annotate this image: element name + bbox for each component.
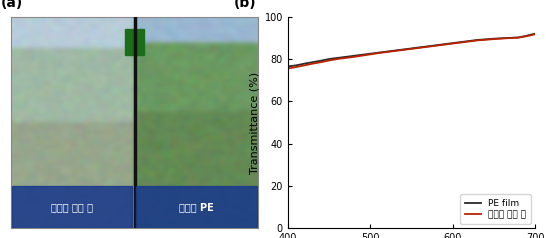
친수성 코팅 후 [474, 39, 480, 42]
PE film [301, 62, 307, 65]
PE film [466, 40, 472, 42]
친수성 코팅 후 [491, 38, 497, 40]
PE film [499, 37, 506, 40]
친수성 코팅 후 [334, 58, 341, 60]
PE film [524, 34, 530, 37]
Line: PE film: PE film [288, 34, 535, 66]
PE film [383, 50, 390, 53]
친수성 코팅 후 [391, 50, 398, 52]
친수성 코팅 후 [532, 33, 538, 36]
친수성 코팅 후 [499, 37, 506, 40]
친수성 코팅 후 [417, 46, 423, 49]
PE film [359, 53, 365, 56]
PE film [425, 45, 431, 48]
PE film [367, 52, 373, 55]
PE film [441, 43, 448, 46]
친수성 코팅 후 [326, 59, 333, 62]
PE film [342, 55, 349, 58]
PE film [532, 32, 538, 35]
친수성 코팅 후 [351, 55, 357, 58]
PE film [482, 38, 489, 41]
친수성 코팅 후 [524, 35, 530, 38]
PE film [474, 39, 480, 41]
친수성 코팅 후 [482, 38, 489, 41]
친수성 코팅 후 [449, 42, 456, 45]
PE film [408, 47, 415, 50]
PE film [417, 46, 423, 49]
PE film [309, 61, 316, 64]
PE film [507, 36, 514, 39]
PE film [284, 65, 291, 68]
친수성 코팅 후 [466, 40, 472, 43]
PE film [400, 48, 406, 51]
친수성 코팅 후 [515, 36, 522, 39]
PE film [391, 49, 398, 52]
친수성 코팅 후 [507, 37, 514, 40]
PE film [449, 42, 456, 45]
PE film [293, 64, 299, 67]
친수성 코팅 후 [367, 53, 373, 56]
PE film [351, 55, 357, 57]
친수성 코팅 후 [284, 67, 291, 70]
친수성 코팅 후 [433, 44, 440, 47]
Bar [124, 29, 145, 55]
PE film [334, 57, 341, 60]
PE film [433, 44, 440, 47]
Text: 친수성 코팅 후: 친수성 코팅 후 [51, 202, 93, 212]
Bar [12, 186, 132, 228]
PE film [318, 59, 324, 62]
친수성 코팅 후 [342, 57, 349, 60]
친수성 코팅 후 [408, 47, 415, 50]
PE film [326, 58, 333, 60]
Line: 친수성 코팅 후: 친수성 코팅 후 [288, 34, 535, 69]
친수성 코팅 후 [318, 61, 324, 64]
친수성 코팅 후 [458, 41, 464, 44]
친수성 코팅 후 [441, 43, 448, 46]
친수성 코팅 후 [359, 54, 365, 57]
친수성 코팅 후 [425, 45, 431, 48]
Text: 순수한 PE: 순수한 PE [180, 202, 214, 212]
친수성 코팅 후 [400, 49, 406, 51]
친수성 코팅 후 [301, 64, 307, 67]
Text: (b): (b) [234, 0, 256, 10]
친수성 코팅 후 [383, 51, 390, 54]
PE film [515, 36, 522, 39]
Legend: PE film, 친수성 코팅 후: PE film, 친수성 코팅 후 [460, 194, 531, 224]
PE film [375, 51, 382, 54]
친수성 코팅 후 [293, 66, 299, 69]
Bar [136, 186, 257, 228]
Text: (a): (a) [1, 0, 23, 10]
친수성 코팅 후 [375, 52, 382, 55]
Y-axis label: Transmittance (%): Transmittance (%) [249, 71, 259, 174]
PE film [491, 37, 497, 40]
PE film [458, 41, 464, 44]
친수성 코팅 후 [309, 62, 316, 65]
